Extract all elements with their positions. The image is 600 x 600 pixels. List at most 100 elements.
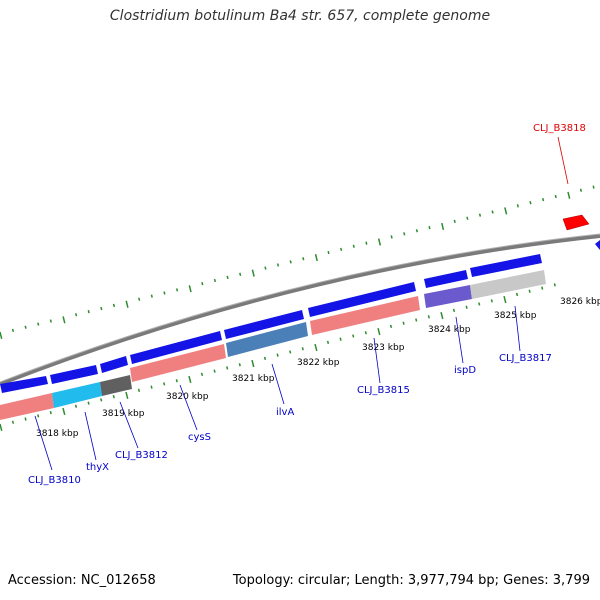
- tick-mark: [440, 311, 444, 320]
- tick-mark: [112, 303, 116, 308]
- leader-line-highlight: [557, 136, 569, 185]
- tick-mark: [263, 356, 267, 360]
- gene-arrow-5[interactable]: [224, 310, 304, 339]
- tick-mark: [377, 238, 382, 246]
- tick-mark: [415, 229, 418, 233]
- tick-mark: [213, 369, 216, 373]
- gene-label-thyx[interactable]: thyX: [86, 462, 109, 473]
- tick-mark: [352, 334, 355, 338]
- genome-title: Clostridium botulinum Ba4 str. 657, comp…: [109, 8, 491, 24]
- tick-mark: [276, 353, 279, 357]
- annotation-bar-cyss[interactable]: [130, 344, 226, 382]
- gene-arrow-8[interactable]: [470, 254, 542, 277]
- leader-line: [514, 305, 521, 352]
- tick-mark: [276, 263, 280, 267]
- tick-mark: [175, 288, 179, 292]
- tick-mark: [163, 382, 166, 386]
- gene-arrow-1[interactable]: [0, 376, 48, 393]
- tick-mark: [11, 328, 15, 332]
- tick-mark: [100, 306, 103, 311]
- tick-mark: [150, 385, 153, 389]
- tick-mark: [289, 350, 292, 354]
- tick-mark: [62, 316, 66, 324]
- tick-mark: [466, 216, 469, 220]
- genome-backbone-highlight: [0, 233, 600, 383]
- tick-mark: [75, 313, 78, 317]
- scale-labels: 3818 kbp 3819 kbp 3820 kbp 3821 kbp 3822…: [36, 297, 600, 439]
- tick-mark: [326, 340, 330, 345]
- annotation-bar-clj-b3817[interactable]: [470, 270, 546, 299]
- tick-mark: [74, 404, 78, 408]
- gene-label-clj-b3810[interactable]: CLJ_B3810: [28, 475, 81, 486]
- tick-mark: [0, 331, 3, 339]
- leader-line: [84, 411, 97, 461]
- forward-gene-track: [0, 240, 600, 393]
- annotation-track: [0, 270, 546, 420]
- tick-mark: [251, 359, 255, 368]
- tick-mark: [24, 325, 27, 329]
- tick-mark: [226, 275, 229, 280]
- scale-label: 3819 kbp: [102, 409, 145, 419]
- outer-tick-ring: [0, 185, 595, 339]
- tick-mark: [592, 185, 595, 189]
- tick-mark: [415, 318, 418, 322]
- tick-mark: [327, 250, 330, 255]
- gene-label-clj-b3818[interactable]: CLJ_B3818: [533, 123, 586, 134]
- tick-mark: [403, 232, 406, 236]
- inner-tick-ring: [0, 283, 556, 431]
- gene-arrow-3[interactable]: [100, 356, 128, 373]
- tick-mark: [441, 222, 445, 231]
- tick-mark: [62, 407, 66, 415]
- scale-label: 3820 kbp: [166, 392, 209, 402]
- tick-mark: [427, 315, 430, 319]
- tick-mark: [553, 283, 556, 287]
- tick-mark: [528, 289, 531, 293]
- tick-mark: [503, 296, 507, 304]
- tick-mark: [125, 300, 129, 308]
- tick-mark: [529, 201, 532, 205]
- tick-mark: [340, 247, 343, 252]
- gene-label-cyss[interactable]: cysS: [188, 432, 211, 443]
- tick-mark: [554, 194, 557, 199]
- gene-arrow-clj-b3818[interactable]: [562, 214, 590, 231]
- tick-mark: [100, 398, 103, 402]
- tick-mark: [112, 395, 115, 399]
- annotation-bar-ispd[interactable]: [424, 285, 472, 308]
- annotation-bar-clj-b3812[interactable]: [100, 375, 132, 396]
- annotation-bar-clj-b3815[interactable]: [310, 296, 420, 335]
- tick-mark: [137, 388, 141, 392]
- tick-mark: [49, 319, 52, 323]
- tick-mark: [125, 391, 129, 400]
- tick-mark: [389, 324, 393, 329]
- annotation-bar-thyx[interactable]: [52, 382, 102, 408]
- gene-labels: CLJ_B3810 thyX CLJ_B3812 cysS ilvA CLJ_B…: [28, 123, 586, 486]
- tick-mark: [264, 266, 267, 270]
- tick-mark: [428, 225, 431, 230]
- leader-line: [179, 384, 198, 431]
- tick-mark: [301, 347, 304, 351]
- gene-label-clj-b3812[interactable]: CLJ_B3812: [115, 450, 168, 461]
- annotation-bar-ilva[interactable]: [226, 322, 308, 357]
- tick-mark: [478, 302, 481, 306]
- gene-arrow-2[interactable]: [50, 365, 98, 384]
- gene-arrow-9[interactable]: [595, 240, 600, 250]
- leader-line: [34, 415, 53, 471]
- gene-label-clj-b3817[interactable]: CLJ_B3817: [499, 353, 552, 364]
- annotation-bar-clj-b3810[interactable]: [0, 393, 54, 420]
- gene-label-clj-b3815[interactable]: CLJ_B3815: [357, 385, 410, 396]
- tick-mark: [339, 337, 342, 341]
- gene-label-ilva[interactable]: ilvA: [276, 407, 294, 418]
- gene-arrow-6[interactable]: [308, 282, 416, 317]
- tick-mark: [0, 423, 3, 431]
- leader-line: [373, 337, 381, 384]
- tick-mark: [87, 401, 90, 405]
- gene-label-ispd[interactable]: ispD: [454, 365, 476, 376]
- gene-arrow-7[interactable]: [424, 270, 468, 288]
- tick-mark: [478, 213, 482, 217]
- gene-arrow-4[interactable]: [130, 331, 222, 364]
- scale-label: 3826 kbp: [560, 297, 600, 307]
- tick-mark: [302, 257, 305, 261]
- tick-mark: [491, 210, 494, 214]
